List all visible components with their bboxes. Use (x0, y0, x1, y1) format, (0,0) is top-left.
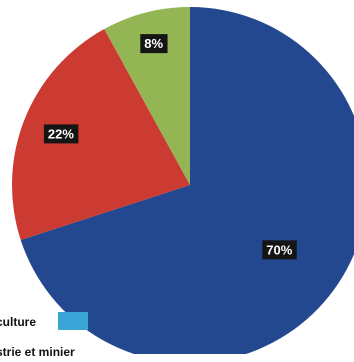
slice-data-label: 22% (48, 126, 74, 141)
legend: culture strie et minier (0, 312, 354, 359)
slice-data-label: 70% (266, 242, 292, 257)
slice-data-label: 8% (144, 36, 163, 51)
legend-swatch (58, 312, 88, 330)
legend-label: culture (0, 315, 37, 329)
slice-label-box (140, 34, 168, 54)
legend-label: strie et minier (0, 345, 75, 359)
pie-slice (104, 7, 190, 185)
pie-labels: 70% 22% 8% (43, 34, 297, 260)
pie-slice (20, 7, 354, 354)
slice-label-box (43, 124, 79, 144)
slice-label-box (262, 240, 297, 260)
pie-slice (11, 29, 191, 241)
pie-chart: 70% 22% 8% (11, 7, 354, 354)
pie-slices (11, 7, 354, 354)
